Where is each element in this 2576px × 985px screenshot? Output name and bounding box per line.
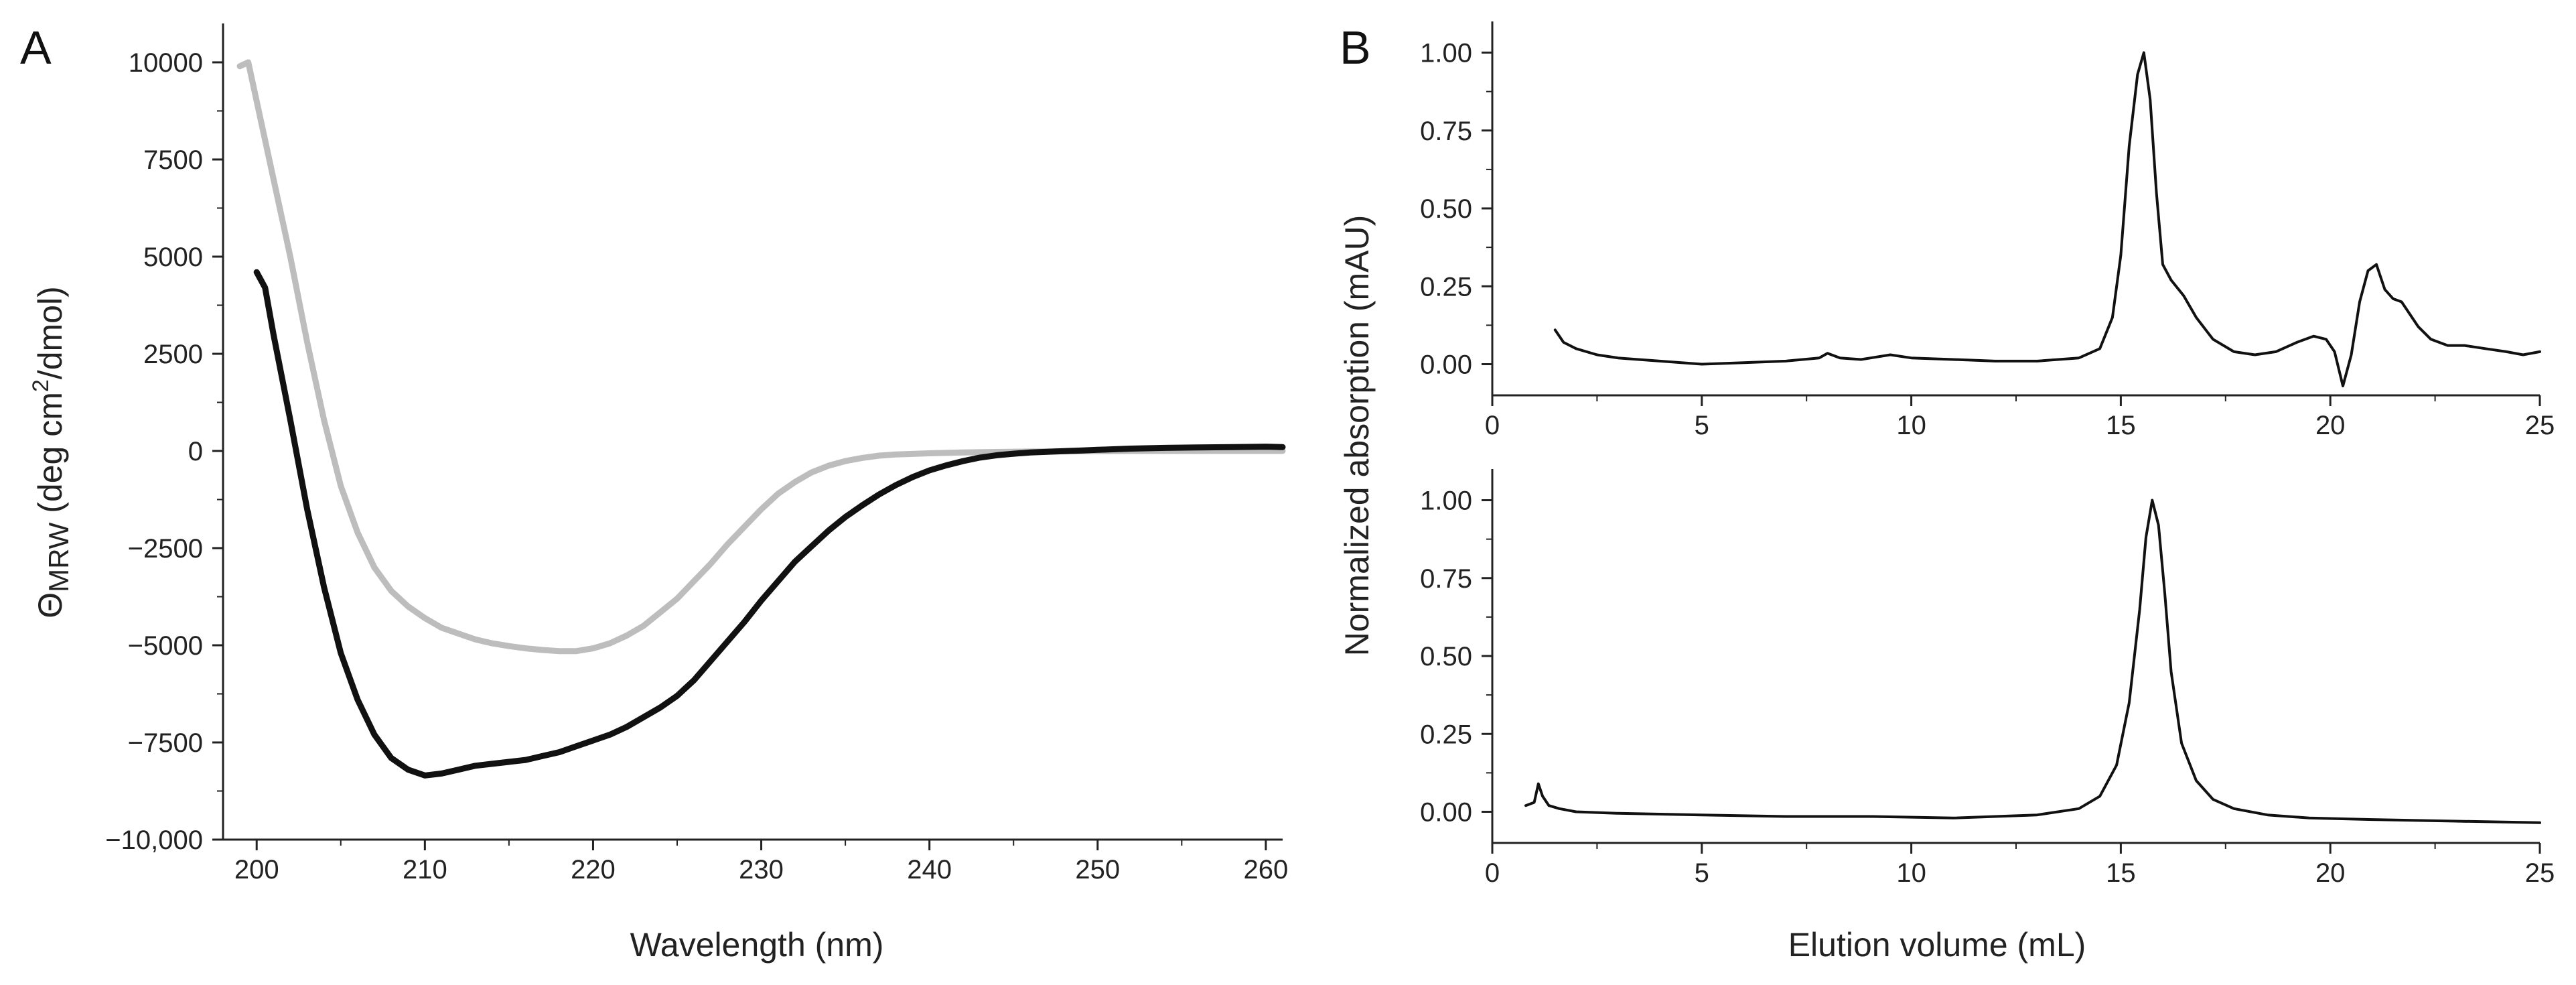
panel-b-top-y-tick-label: 1.00 (1420, 39, 1472, 68)
panel-a-x-tick-label: 240 (907, 855, 952, 884)
panel-a-series-gray (236, 59, 1286, 655)
panel-b-top-series-top-trace (1553, 51, 2541, 387)
panel-a-y-tick-label: −2500 (128, 534, 203, 564)
panel-b-top-x-tick-label: 5 (1695, 411, 1709, 440)
panel-b-bottom-x-tick-label: 0 (1485, 858, 1500, 888)
panel-b-bottom-y-tick-label: 0.25 (1420, 720, 1472, 749)
panel-a-x-tick-label: 200 (234, 855, 279, 884)
panel-a-y-tick-label: 7500 (143, 145, 203, 175)
panel-b-top-y-tick-label: 0.00 (1420, 350, 1472, 380)
panel-b-bottom-x-tick-label: 25 (2525, 858, 2555, 888)
panel-a-ylabel-end: /dmol) (31, 286, 69, 379)
panel-a-y-tick-label: 10000 (129, 48, 203, 78)
panel-b-top-y-tick-label: 0.25 (1420, 272, 1472, 302)
panel-b-bottom-y-tick-label: 0.75 (1420, 564, 1472, 594)
panel-b-bottom-y-tick-label: 1.00 (1420, 486, 1472, 516)
panel-b-top-y-tick-label: 0.50 (1420, 194, 1472, 224)
panel-b-bottom-x-tick-label: 10 (1896, 858, 1926, 888)
panel-a-chart: 200 210 220 230 240 250 260 −10,000 −7500 −5000 −2… (105, 23, 1288, 884)
panel-b-bottom-series-bottom-trace (1524, 499, 2541, 824)
panel-a-xlabel: Wavelength (nm) (630, 926, 884, 964)
panel-b-ylabel: Normalized absorption (mAU) (1338, 215, 1376, 657)
panel-b-bottom-x-tick-label: 15 (2106, 858, 2136, 888)
panel-b-bottom-chart: 0 5 10 15 20 25 0.00 0.25 0.50 0.75 1.00 (1420, 469, 2555, 888)
panel-a-x-tick-label: 230 (739, 855, 784, 884)
panel-a-series-black (253, 269, 1286, 779)
panel-a-x-tick-label: 210 (403, 855, 447, 884)
panel-a-y-tick-label: −10,000 (105, 826, 203, 855)
panel-a-y-tick-label: −5000 (128, 631, 203, 661)
panel-b-top-x-tick-label: 15 (2106, 411, 2136, 440)
panel-b-label: B (1340, 21, 1371, 74)
panel-b-bottom-x-tick-label: 5 (1695, 858, 1709, 888)
panel-b-bottom-y-tick-label: 0.00 (1420, 798, 1472, 828)
panel-b-bottom-y-tick-label: 0.50 (1420, 642, 1472, 671)
panel-a-ylabel-theta: Θ (31, 592, 69, 618)
panel-a-x-tick-label: 260 (1244, 855, 1289, 884)
panel-a-ylabel: ΘMRW (deg cm2/dmol) (28, 286, 74, 618)
panel-a-x-tick-label: 220 (571, 855, 616, 884)
panel-a-y-tick-label: 5000 (143, 243, 203, 272)
panel-a-y-tick-label: −7500 (128, 728, 203, 758)
panel-a-ylabel-sup: 2 (28, 379, 54, 392)
panel-a-x-tick-label: 250 (1075, 855, 1120, 884)
panel-a-y-tick-label: 0 (188, 437, 203, 466)
panel-b-top-x-tick-label: 20 (2315, 411, 2346, 440)
panel-b-top-chart: 0 5 10 15 20 25 0.00 0.25 0.50 0.75 1.00 (1420, 21, 2555, 440)
panel-a-y-tick-label: 2500 (143, 340, 203, 369)
panel-a-ylabel-mid: (deg cm (31, 392, 69, 523)
panel-a-ylabel-sub: MRW (43, 522, 74, 592)
panel-a-label: A (20, 21, 52, 74)
panel-b-top-x-tick-label: 10 (1896, 411, 1926, 440)
panel-b-xlabel: Elution volume (mL) (1788, 926, 2086, 964)
panel-b-top-x-tick-label: 25 (2525, 411, 2555, 440)
panel-b-top-x-tick-label: 0 (1485, 411, 1500, 440)
panel-b-top-y-tick-label: 0.75 (1420, 117, 1472, 146)
panel-b-bottom-x-tick-label: 20 (2315, 858, 2346, 888)
